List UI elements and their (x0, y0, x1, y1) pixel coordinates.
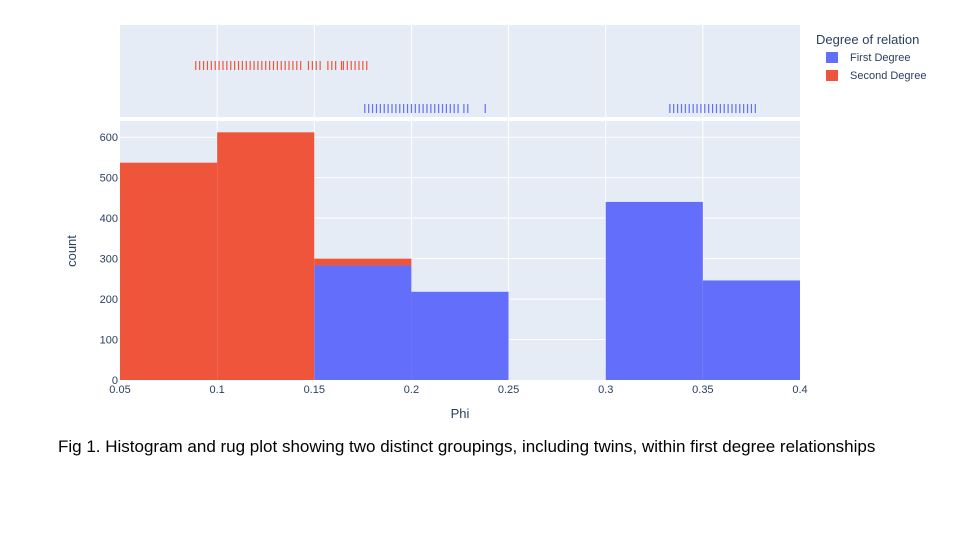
y-tick-label: 300 (100, 254, 118, 266)
x-tick-label: 0.4 (792, 384, 807, 396)
legend-label-first-degree: First Degree (850, 52, 911, 64)
histogram-bar-first-degree (314, 265, 412, 380)
x-tick-label: 0.35 (692, 384, 713, 396)
legend-swatch-first-degree (826, 52, 838, 63)
x-axis-title: Phi (451, 406, 470, 421)
x-tick-label: 0.1 (209, 384, 224, 396)
x-tick-label: 0.15 (304, 384, 325, 396)
y-tick-label: 600 (100, 132, 118, 144)
y-axis-title: count (64, 235, 79, 267)
histogram-bar-first-degree (702, 280, 800, 380)
chart: 0.05 0.1 0.15 0.2 0.25 0.3 0.35 0.4 0 100 200 300 4… (64, 25, 926, 421)
y-tick-label: 500 (100, 173, 118, 185)
x-tick-label: 0.25 (498, 384, 519, 396)
y-tick-label: 0 (112, 375, 118, 387)
legend-label-second-degree: Second Degree (850, 70, 926, 82)
x-tick-label: 0.05 (109, 384, 130, 396)
histogram-bar-first-degree (605, 201, 703, 380)
legend: Degree of relation First Degree Second D… (816, 32, 926, 82)
y-tick-label: 100 (100, 335, 118, 347)
y-tick-labels: 0 100 200 300 400 500 600 (100, 132, 118, 387)
x-tick-labels: 0.05 0.1 0.15 0.2 0.25 0.3 0.35 0.4 (109, 384, 807, 396)
legend-item-first-degree[interactable]: First Degree (826, 52, 911, 64)
histogram-bar-second-degree (217, 132, 315, 380)
rug-plot-area (120, 25, 800, 117)
x-tick-label: 0.3 (598, 384, 613, 396)
legend-item-second-degree[interactable]: Second Degree (826, 70, 926, 82)
histogram-bar-second-degree (120, 162, 218, 380)
legend-swatch-second-degree (826, 70, 838, 81)
y-tick-label: 200 (100, 294, 118, 306)
figure-caption: Fig 1. Histogram and rug plot showing tw… (58, 437, 876, 456)
y-tick-label: 400 (100, 213, 118, 225)
legend-title: Degree of relation (816, 32, 919, 47)
x-tick-label: 0.2 (404, 384, 419, 396)
histogram-bar-second-degree (314, 258, 412, 266)
histogram-bars (120, 132, 800, 380)
histogram-bar-first-degree (411, 291, 509, 380)
rug-marks (195, 61, 756, 113)
